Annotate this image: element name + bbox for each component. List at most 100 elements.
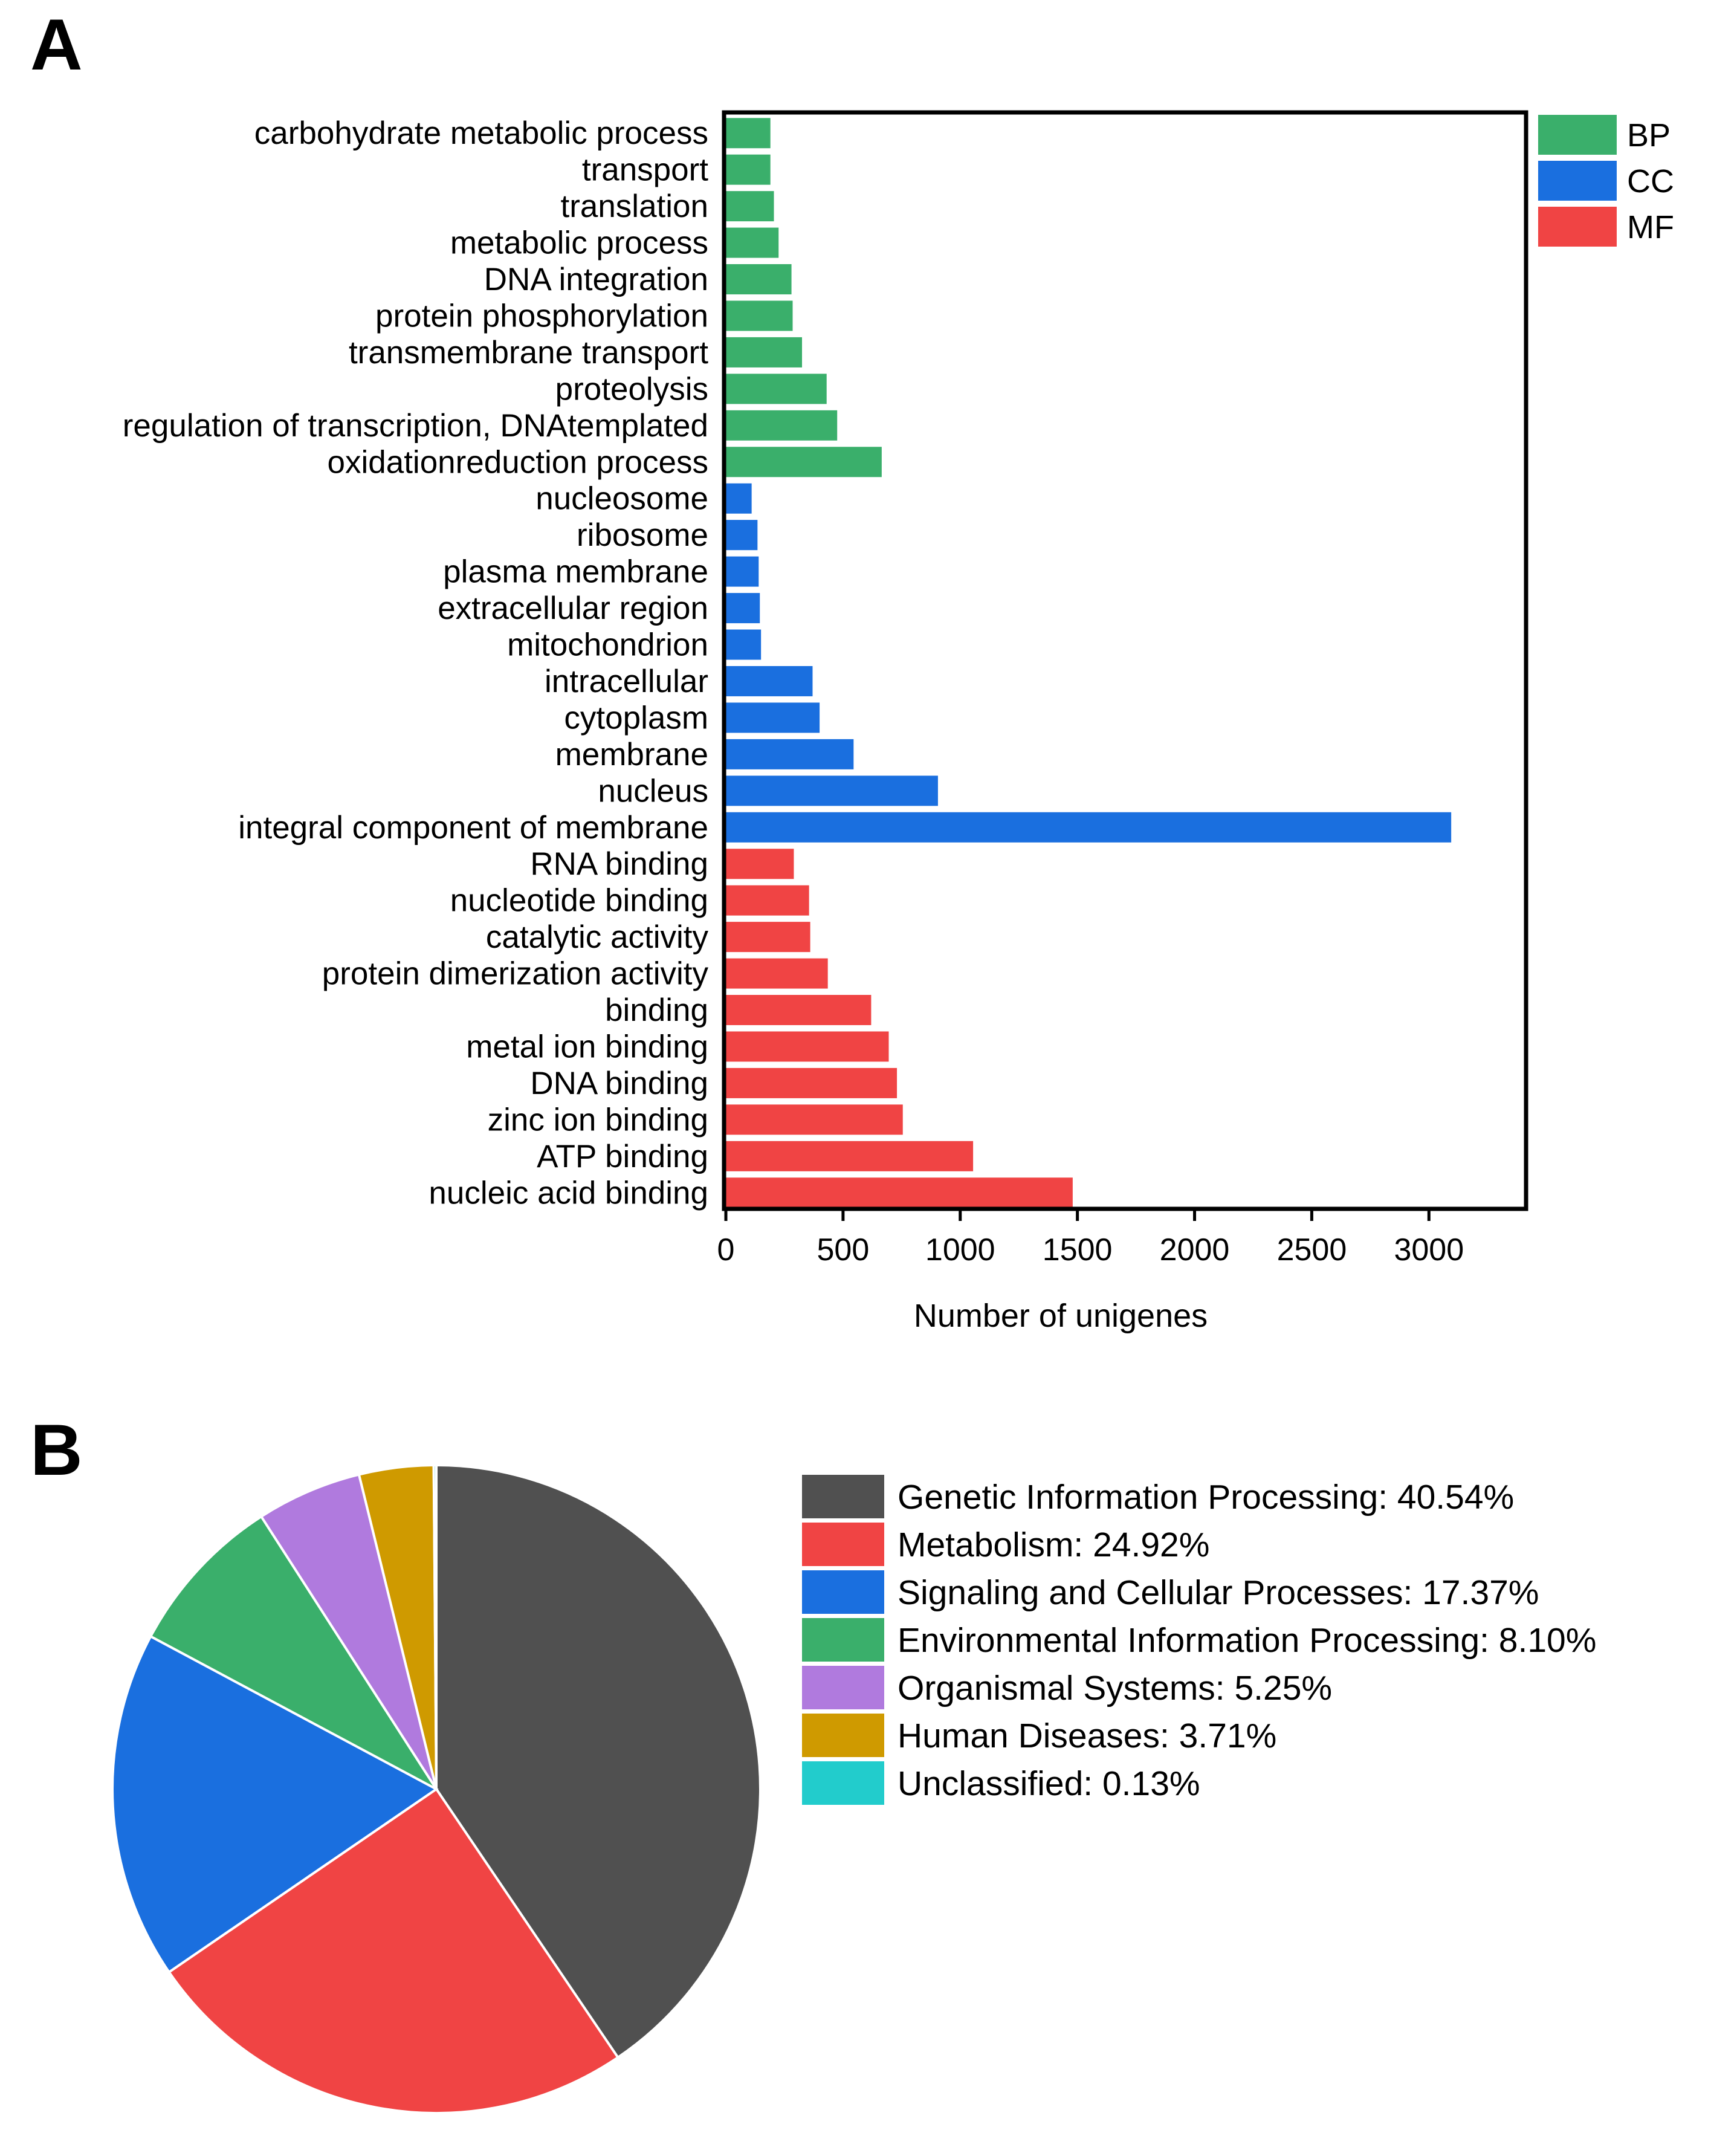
bar — [726, 629, 762, 660]
panel-a-bar-chart: A carbohydrate metabolic processtranspor… — [30, 4, 1674, 1334]
pie-slice — [149, 1515, 440, 1793]
legend: Genetic Information Processing: 40.54% Me… — [802, 1475, 1596, 1805]
bar — [726, 118, 771, 149]
bar — [726, 227, 779, 258]
x-tick-label: 2000 — [1160, 1232, 1230, 1267]
bar — [726, 665, 813, 696]
bar — [726, 775, 938, 806]
category-label: transmembrane transport — [349, 335, 708, 371]
x-tick-label: 500 — [817, 1232, 869, 1267]
legend-label: CC — [1627, 163, 1674, 199]
category-label: plasma membrane — [443, 554, 708, 590]
legend-label: Human Diseases: 3.71% — [898, 1717, 1276, 1755]
legend-swatch — [802, 1666, 884, 1709]
category-label: cytoplasm — [564, 700, 708, 736]
category-label: transport — [582, 152, 708, 188]
bar — [726, 1141, 974, 1171]
bar — [726, 593, 760, 624]
bar — [726, 849, 794, 879]
category-labels: carbohydrate metabolic processtransportt… — [123, 115, 709, 1211]
plot-frame — [722, 110, 1528, 1211]
legend-swatch — [802, 1618, 884, 1662]
category-label: protein phosphorylation — [375, 298, 708, 334]
bar — [726, 1104, 903, 1135]
pie-slice — [432, 1463, 438, 1790]
category-label: binding — [605, 992, 708, 1028]
category-label: translation — [560, 189, 708, 224]
category-label: zinc ion binding — [488, 1102, 708, 1138]
category-label: extracellular region — [438, 591, 708, 626]
bar — [726, 447, 882, 477]
category-label: ribosome — [577, 517, 708, 553]
category-label: nucleus — [598, 773, 708, 809]
panel-b-label: B — [30, 1410, 83, 1491]
legend-swatch — [1538, 207, 1617, 247]
category-label: catalytic activity — [486, 919, 709, 955]
category-label: protein dimerization activity — [322, 956, 709, 992]
pie-slice — [259, 1473, 438, 1790]
category-label: intracellular — [545, 664, 708, 699]
bar — [726, 995, 872, 1026]
legend-swatch — [1538, 115, 1617, 155]
category-label: nucleic acid binding — [429, 1175, 708, 1211]
category-label: integral component of membrane — [238, 810, 708, 846]
legend-swatch — [802, 1570, 884, 1614]
bar — [726, 300, 793, 331]
legend-label: Organismal Systems: 5.25% — [898, 1669, 1332, 1708]
bar — [726, 154, 771, 185]
bar — [726, 556, 759, 587]
pie-slice — [111, 1634, 439, 1974]
category-label: carbohydrate metabolic process — [254, 115, 708, 151]
legend-swatch — [802, 1475, 884, 1518]
legend-swatch — [802, 1761, 884, 1805]
category-label: nucleotide binding — [450, 883, 708, 919]
category-label: DNA integration — [484, 262, 708, 297]
category-label: regulation of transcription, DNAtemplate… — [123, 408, 708, 444]
legend-label: Metabolism: 24.92% — [898, 1526, 1209, 1564]
category-label: mitochondrion — [507, 627, 708, 663]
legend: BP CC MF — [1538, 115, 1674, 247]
category-label: DNA binding — [530, 1066, 708, 1101]
legend-swatch — [1538, 161, 1617, 201]
category-label: nucleosome — [535, 481, 708, 517]
category-label: membrane — [555, 737, 708, 772]
x-axis-label: Number of unigenes — [914, 1298, 1208, 1334]
bar — [726, 812, 1452, 843]
bar — [726, 520, 758, 551]
bar — [726, 374, 827, 404]
x-tick-label: 0 — [717, 1232, 735, 1267]
legend-label: BP — [1627, 117, 1671, 154]
category-label: RNA binding — [530, 846, 708, 882]
x-tick-label: 3000 — [1394, 1232, 1464, 1267]
category-label: ATP binding — [537, 1139, 708, 1174]
category-label: metabolic process — [450, 225, 708, 261]
bar — [726, 922, 810, 953]
legend-label: Genetic Information Processing: 40.54% — [898, 1478, 1514, 1517]
legend-label: MF — [1627, 209, 1674, 245]
legend-label: Signaling and Cellular Processes: 17.37% — [898, 1573, 1539, 1612]
panel-b-pie-chart: B Genetic Information Processing: 40.54%… — [30, 1410, 1596, 2114]
category-label: proteolysis — [555, 371, 708, 407]
x-tick-label: 1500 — [1043, 1232, 1113, 1267]
legend-swatch — [802, 1714, 884, 1757]
bar-group — [726, 118, 1452, 1208]
legend-swatch — [802, 1523, 884, 1566]
category-label: oxidationreduction process — [328, 444, 709, 480]
bar — [726, 958, 828, 989]
pie — [111, 1463, 762, 2114]
bar — [726, 264, 792, 295]
x-tick-label: 1000 — [925, 1232, 995, 1267]
bar — [726, 410, 838, 441]
category-label: metal ion binding — [466, 1029, 708, 1064]
pie-slice — [435, 1463, 762, 2059]
legend-label: Environmental Information Processing: 8.… — [898, 1621, 1596, 1660]
x-tick-label: 2500 — [1277, 1232, 1347, 1267]
bar — [726, 702, 820, 733]
panel-a-label: A — [30, 4, 83, 85]
pie-slice — [167, 1787, 620, 2114]
bar — [726, 1177, 1073, 1208]
bar — [726, 739, 854, 769]
bar — [726, 337, 803, 367]
bar — [726, 483, 752, 514]
